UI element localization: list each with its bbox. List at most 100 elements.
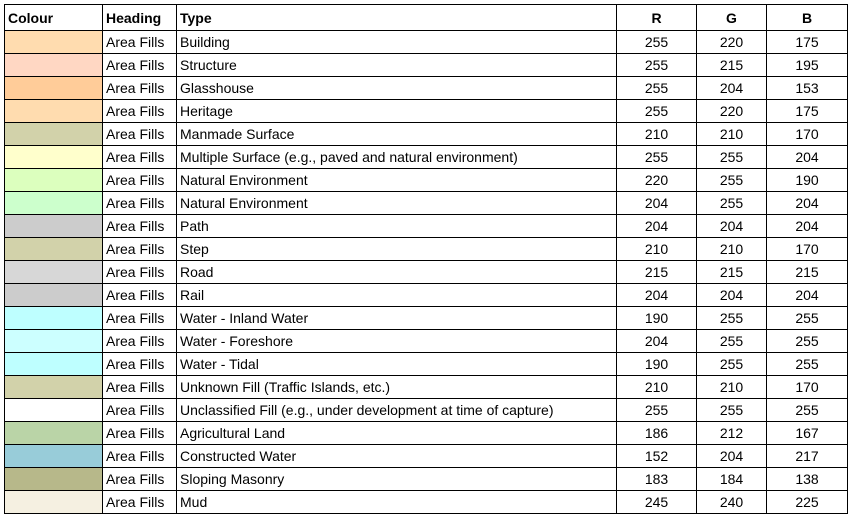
value-cell: 138 [766, 467, 848, 491]
value-cell: 190 [616, 306, 697, 330]
table-row: Area Fills Sloping Masonry 183 184 138 [4, 467, 848, 491]
colour-swatch [4, 214, 103, 238]
heading-cell: Area Fills [102, 168, 177, 192]
table-row: Area Fills Natural Environment 204 255 204 [4, 191, 848, 215]
heading-cell: Area Fills [102, 30, 177, 54]
value-cell: 210 [616, 375, 697, 399]
value-cell: 175 [766, 99, 848, 123]
heading-cell: Area Fills [102, 329, 177, 353]
value-cell: 190 [766, 168, 848, 192]
type-cell: Heritage [176, 99, 617, 123]
colour-swatch [4, 490, 103, 514]
heading-cell: Area Fills [102, 191, 177, 215]
value-cell: 170 [766, 375, 848, 399]
type-cell: Structure [176, 53, 617, 77]
value-cell: 255 [696, 306, 767, 330]
table-row: Area Fills Water - Tidal 190 255 255 [4, 352, 848, 376]
value-cell: 210 [696, 122, 767, 146]
table-row: Area Fills Constructed Water 152 204 217 [4, 444, 848, 468]
value-cell: 204 [616, 329, 697, 353]
value-cell: 215 [696, 53, 767, 77]
heading-cell: Area Fills [102, 76, 177, 100]
value-cell: 217 [766, 444, 848, 468]
type-cell: Constructed Water [176, 444, 617, 468]
heading-cell: Area Fills [102, 467, 177, 491]
colour-table: Colour Heading Type R G B Area Fills Building 2… [4, 4, 848, 514]
value-cell: 215 [766, 260, 848, 284]
header-row: Colour Heading Type R G B [4, 4, 848, 31]
value-cell: 184 [696, 467, 767, 491]
value-cell: 255 [766, 352, 848, 376]
column-header: Colour [4, 4, 103, 31]
value-cell: 170 [766, 122, 848, 146]
heading-cell: Area Fills [102, 260, 177, 284]
value-cell: 210 [616, 237, 697, 261]
table-row: Area Fills Structure 255 215 195 [4, 53, 848, 77]
value-cell: 204 [766, 191, 848, 215]
column-header: B [766, 4, 848, 31]
value-cell: 255 [616, 99, 697, 123]
colour-swatch [4, 99, 103, 123]
value-cell: 204 [766, 283, 848, 307]
type-cell: Unclassified Fill (e.g., under developme… [176, 398, 617, 422]
column-header: Type [176, 4, 617, 31]
heading-cell: Area Fills [102, 237, 177, 261]
type-cell: Agricultural Land [176, 421, 617, 445]
heading-cell: Area Fills [102, 283, 177, 307]
colour-swatch [4, 398, 103, 422]
type-cell: Road [176, 260, 617, 284]
colour-swatch [4, 329, 103, 353]
type-cell: Unknown Fill (Traffic Islands, etc.) [176, 375, 617, 399]
value-cell: 255 [696, 329, 767, 353]
value-cell: 255 [616, 398, 697, 422]
table-row: Area Fills Multiple Surface (e.g., paved … [4, 145, 848, 169]
value-cell: 215 [696, 260, 767, 284]
table-row: Area Fills Natural Environment 220 255 190 [4, 168, 848, 192]
heading-cell: Area Fills [102, 99, 177, 123]
heading-cell: Area Fills [102, 306, 177, 330]
type-cell: Path [176, 214, 617, 238]
value-cell: 210 [696, 375, 767, 399]
value-cell: 204 [696, 76, 767, 100]
value-cell: 210 [696, 237, 767, 261]
table-row: Area Fills Mud 245 240 225 [4, 490, 848, 514]
value-cell: 225 [766, 490, 848, 514]
value-cell: 255 [616, 145, 697, 169]
heading-cell: Area Fills [102, 352, 177, 376]
value-cell: 220 [696, 30, 767, 54]
colour-swatch [4, 375, 103, 399]
value-cell: 204 [766, 214, 848, 238]
value-cell: 255 [766, 306, 848, 330]
value-cell: 220 [616, 168, 697, 192]
table-row: Area Fills Water - Foreshore 204 255 255 [4, 329, 848, 353]
value-cell: 204 [696, 444, 767, 468]
type-cell: Natural Environment [176, 191, 617, 215]
colour-swatch [4, 237, 103, 261]
value-cell: 204 [616, 191, 697, 215]
value-cell: 255 [696, 168, 767, 192]
colour-swatch [4, 306, 103, 330]
table-row: Area Fills Road 215 215 215 [4, 260, 848, 284]
column-header: G [696, 4, 767, 31]
heading-cell: Area Fills [102, 53, 177, 77]
value-cell: 212 [696, 421, 767, 445]
colour-swatch [4, 444, 103, 468]
heading-cell: Area Fills [102, 490, 177, 514]
value-cell: 255 [696, 398, 767, 422]
value-cell: 220 [696, 99, 767, 123]
colour-swatch [4, 191, 103, 215]
colour-swatch [4, 352, 103, 376]
type-cell: Building [176, 30, 617, 54]
colour-swatch [4, 122, 103, 146]
value-cell: 255 [696, 145, 767, 169]
value-cell: 240 [696, 490, 767, 514]
value-cell: 255 [766, 398, 848, 422]
value-cell: 170 [766, 237, 848, 261]
value-cell: 204 [616, 283, 697, 307]
value-cell: 204 [696, 214, 767, 238]
value-cell: 186 [616, 421, 697, 445]
value-cell: 255 [616, 30, 697, 54]
type-cell: Water - Foreshore [176, 329, 617, 353]
table-row: Area Fills Rail 204 204 204 [4, 283, 848, 307]
value-cell: 215 [616, 260, 697, 284]
